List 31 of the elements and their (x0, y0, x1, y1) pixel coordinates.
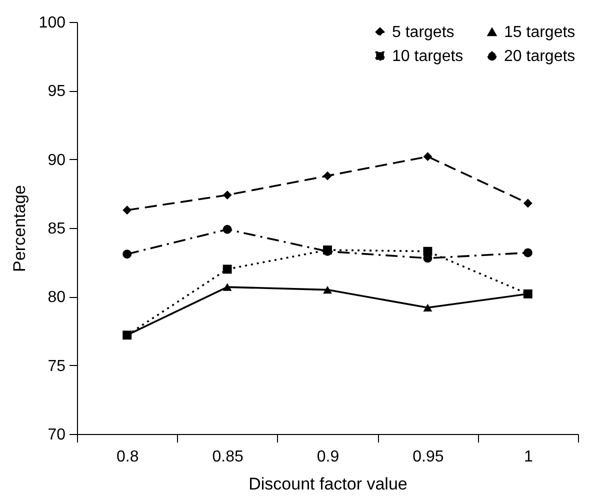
point (523, 248, 532, 258)
y-tick-label: 90 (48, 152, 66, 169)
legend-label: 15 targets (504, 24, 576, 41)
y-tick-label: 95 (48, 83, 66, 100)
point (122, 206, 132, 215)
x-tick-label: 1 (524, 448, 533, 466)
point (323, 171, 332, 180)
point (423, 246, 432, 256)
legend-label: 20 targets (504, 48, 576, 65)
point (323, 286, 332, 294)
point (122, 250, 132, 259)
point (222, 190, 232, 200)
legend-label: 5 targets (392, 24, 454, 41)
x-tick-label: 0.85 (212, 448, 244, 466)
y-tick-label: 100 (38, 14, 66, 32)
y-axis-title: Percentage (10, 185, 29, 272)
x-tick-label: 0.8 (116, 448, 139, 466)
y-tick-label: 75 (48, 358, 66, 375)
x-tick-label: 0.9 (316, 448, 340, 466)
point (523, 198, 532, 208)
x-tick-label: 0.95 (412, 448, 444, 466)
point (222, 224, 232, 234)
point (222, 264, 232, 274)
x-axis-title: Discount factor value (248, 474, 408, 494)
legend-label: 10 targets (392, 48, 464, 65)
y-tick-label: 85 (48, 220, 66, 238)
y-tick-label: 80 (48, 289, 66, 306)
point (423, 304, 432, 312)
point (222, 283, 232, 291)
point (423, 152, 432, 162)
y-tick-label: 70 (48, 426, 66, 444)
